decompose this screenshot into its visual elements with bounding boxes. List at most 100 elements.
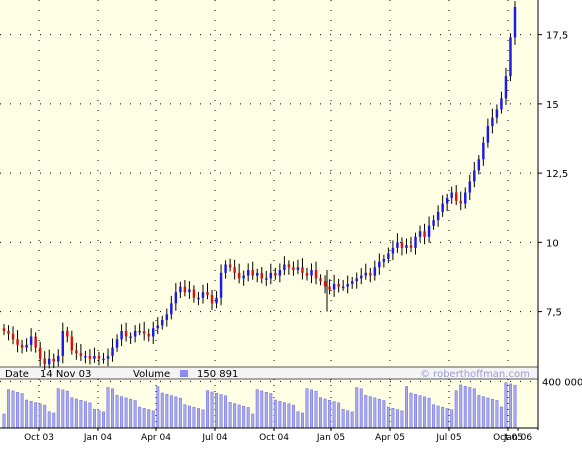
volume-bar [504, 382, 508, 429]
volume-bar [34, 402, 38, 429]
candle-up [161, 319, 164, 326]
candle-up [436, 211, 440, 221]
volume-bar [115, 395, 119, 429]
volume-bar [97, 410, 101, 429]
candle-up [391, 247, 395, 254]
volume-bar [278, 401, 282, 429]
volume-bar [368, 396, 372, 429]
volume-bar [224, 395, 228, 429]
volume-bar [305, 388, 309, 429]
info-date-value: 14 Nov 03 [40, 369, 91, 380]
candle-down [409, 245, 413, 248]
candle-up [25, 344, 28, 348]
volume-bar [111, 388, 115, 429]
volume-bar [169, 395, 173, 429]
volume-bar [2, 413, 6, 429]
volume-bar [391, 408, 395, 429]
candle-up [432, 220, 435, 226]
candle-up [405, 245, 408, 248]
x-tick-label: Oct 03 [24, 433, 54, 443]
candle-up [256, 272, 259, 276]
candle-down [124, 330, 128, 337]
volume-bar [129, 398, 133, 429]
volume-bar [88, 402, 92, 429]
volume-bar [147, 409, 151, 429]
volume-bar [38, 403, 42, 429]
volume-bar [404, 386, 408, 429]
candle-up [138, 330, 141, 333]
info-volume-value: 150 891 [197, 369, 238, 380]
volume-bar [364, 395, 368, 429]
volume-bar [427, 397, 431, 429]
candle-down [274, 272, 277, 276]
candle-down [38, 347, 42, 359]
candle-down [292, 267, 295, 271]
volume-bar [450, 409, 454, 429]
candle-down [301, 267, 304, 273]
candle-up [482, 142, 485, 160]
candle-down [206, 292, 209, 295]
candle-down [147, 333, 150, 337]
volume-bar [332, 401, 336, 429]
candle-up [387, 253, 390, 259]
x-tick-label: Oct 04 [259, 433, 289, 443]
volume-bar [138, 406, 142, 429]
volume-bar [310, 389, 313, 429]
volume-bar [287, 403, 291, 429]
candle-down [7, 330, 10, 334]
volume-bar [16, 391, 20, 429]
volume-bar [102, 411, 105, 429]
volume-bar [11, 390, 15, 429]
x-tick-label: Apr 05 [375, 433, 405, 443]
candle-up [310, 270, 313, 276]
candle-down [287, 264, 291, 268]
candle-down [142, 330, 146, 334]
candle-up [115, 339, 119, 348]
volume-series [2, 382, 517, 429]
candle-down [237, 272, 241, 279]
candle-down [11, 333, 15, 340]
candle-up [151, 328, 155, 337]
candle-up [170, 303, 173, 315]
price-axis: 7,5 10 12,5 15 17,5 [538, 31, 568, 319]
volume-bar [282, 402, 286, 429]
candle-up [396, 242, 399, 248]
candle-up [102, 358, 105, 361]
candle-up [360, 275, 363, 279]
volume-bar [346, 410, 350, 429]
candle-up [179, 286, 182, 293]
candle-up [414, 236, 417, 248]
volume-bar [206, 390, 209, 429]
candle-down [34, 336, 37, 348]
candle-up [111, 347, 114, 356]
candle-up [418, 231, 422, 237]
candle-up [57, 355, 60, 362]
volume-bar [56, 388, 60, 429]
price-tick-label: 15 [546, 100, 559, 111]
volume-bar [495, 400, 499, 429]
candle-down [305, 272, 309, 276]
candle-up [427, 225, 431, 237]
x-tick-label: Jul 05 [435, 433, 461, 443]
volume-bar [251, 413, 255, 429]
candle-up [495, 109, 499, 118]
volume-bar [477, 395, 481, 429]
volume-bar [319, 397, 323, 429]
volume-bar [414, 394, 417, 429]
volume-bar [92, 409, 96, 429]
volume-bar [486, 397, 490, 429]
volume-bar [255, 389, 259, 429]
candle-up [219, 272, 223, 298]
volume-bar [151, 410, 155, 429]
volume-bar [291, 404, 295, 429]
candle-down [328, 286, 331, 290]
volume-bar [441, 406, 445, 429]
candle-up [278, 270, 282, 276]
volume-bar [142, 408, 146, 429]
x-tick-label: Apr 04 [141, 433, 171, 443]
volume-bar [174, 396, 178, 429]
candle-up [346, 283, 349, 287]
volume-bar [499, 406, 503, 429]
candlestick-series [2, 1, 517, 371]
